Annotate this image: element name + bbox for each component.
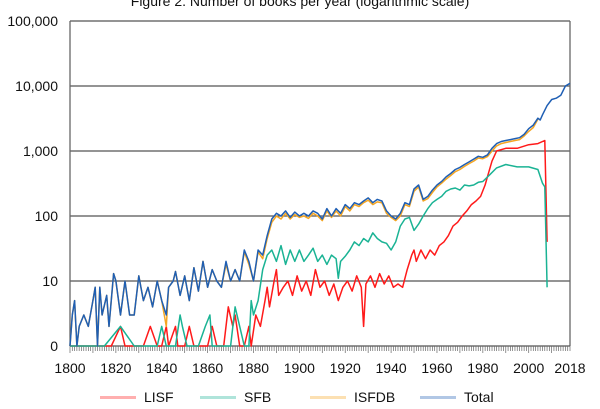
legend-swatch — [420, 395, 456, 399]
y-tick-label: 100,000 — [7, 13, 58, 29]
y-tick-label: 100 — [35, 208, 59, 224]
chart: 0 10 100 1,000 10,000 100,000 1800 1820 1840 1860… — [7, 13, 585, 376]
x-tick-label: 1940 — [376, 360, 407, 376]
x-tick-label: 1900 — [284, 360, 315, 376]
series-line-total — [69, 82, 571, 347]
legend-item-sfb: SFB — [200, 389, 271, 405]
legend-item-total: Total — [420, 389, 494, 405]
y-tick-label: 1,000 — [23, 143, 58, 159]
legend-swatch — [100, 395, 136, 399]
legend-label: SFB — [244, 389, 272, 405]
x-tick-label: 1980 — [467, 360, 498, 376]
chart-title: Figure 2. Number of books per year (loga… — [130, 0, 470, 9]
legend-label: ISFDB — [354, 389, 396, 405]
legend-item-lisf: LISF — [100, 389, 174, 405]
x-tick-label: 1820 — [100, 360, 131, 376]
y-tick-label: 10 — [42, 273, 58, 289]
x-tick-label: 1960 — [421, 360, 452, 376]
series-line-lisf — [70, 139, 548, 347]
legend-label: Total — [464, 389, 494, 405]
x-tick-label: 1800 — [54, 360, 85, 376]
legend-swatch — [310, 395, 346, 399]
x-tick-label: 1860 — [192, 360, 223, 376]
series-line-sfb — [70, 163, 548, 347]
series-line-isfdb — [69, 118, 539, 347]
legend-swatch — [200, 395, 236, 399]
x-tick-label: 1920 — [330, 360, 361, 376]
x-tick-label: 1840 — [146, 360, 177, 376]
legend: LISF SFB ISFDB Total — [0, 389, 600, 409]
legend-item-isfdb: ISFDB — [310, 389, 395, 405]
y-tick-label: 0 — [50, 338, 58, 354]
x-tick-label: 2018 — [554, 360, 585, 376]
legend-label: LISF — [144, 389, 174, 405]
x-tick-label: 1880 — [238, 360, 269, 376]
x-tick-label: 2000 — [513, 360, 544, 376]
y-tick-label: 10,000 — [15, 78, 58, 94]
